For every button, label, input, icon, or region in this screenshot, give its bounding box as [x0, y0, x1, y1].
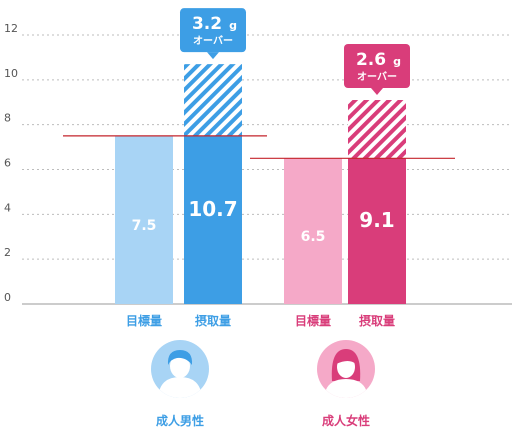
female-avatar-icon — [317, 340, 375, 398]
bar-intake-excess — [348, 100, 406, 159]
excess-text: オーバー — [357, 71, 397, 83]
value-label-intake: 10.7 — [188, 197, 237, 221]
category-label: 摂取量 — [359, 313, 395, 328]
bar-target — [284, 158, 342, 304]
y-tick-label: 4 — [4, 201, 11, 214]
y-tick-label: 8 — [4, 112, 11, 125]
category-label: 目標量 — [126, 313, 162, 328]
callout-pointer — [371, 88, 383, 96]
value-label-intake: 9.1 — [359, 208, 394, 232]
category-label: 目標量 — [295, 313, 331, 328]
y-tick-label: 10 — [4, 67, 18, 80]
value-label-target: 7.5 — [132, 218, 157, 234]
callout-pointer — [207, 52, 219, 60]
excess-unit: g — [393, 55, 401, 68]
bar-intake-excess — [184, 64, 242, 136]
bar-intake — [184, 135, 242, 304]
group-label: 成人男性 — [156, 413, 204, 428]
bar-target — [115, 135, 173, 304]
excess-amount: 2.6 — [356, 50, 386, 70]
group-label: 成人女性 — [322, 413, 370, 428]
value-label-target: 6.5 — [301, 229, 326, 245]
excess-unit: g — [229, 19, 237, 32]
bars — [115, 64, 406, 304]
y-tick-label: 12 — [4, 22, 18, 35]
y-tick-label: 6 — [4, 157, 11, 170]
y-tick-label: 0 — [4, 291, 11, 304]
excess-callout — [180, 8, 246, 53]
category-label: 摂取量 — [195, 313, 231, 328]
excess-text: オーバー — [193, 35, 233, 47]
grid: 0 2 4 6 8 10 12 — [4, 22, 512, 305]
y-tick-label: 2 — [4, 246, 11, 259]
bar-intake — [348, 158, 406, 304]
target-lines — [63, 135, 455, 159]
excess-callout — [344, 44, 410, 89]
male-avatar-icon — [151, 340, 209, 398]
avatars — [151, 340, 375, 398]
excess-amount: 3.2 — [192, 14, 222, 34]
